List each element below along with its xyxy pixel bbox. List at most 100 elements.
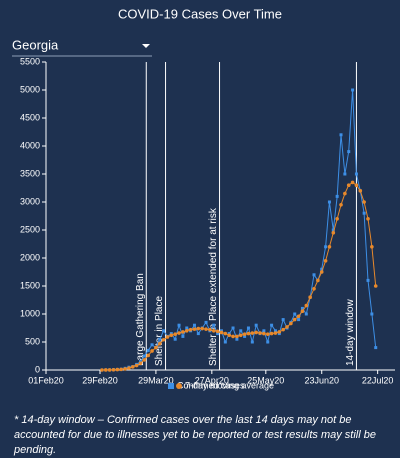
point	[277, 330, 282, 334]
legend-label: Confirmed cases	[177, 380, 245, 390]
point	[362, 200, 366, 204]
point	[246, 326, 250, 330]
point	[142, 358, 147, 362]
legend-swatch	[176, 383, 182, 389]
point	[335, 217, 339, 221]
point	[173, 337, 177, 341]
x-tick-label: 25May20	[247, 375, 284, 385]
point	[312, 273, 316, 277]
point	[265, 332, 270, 336]
point	[154, 345, 158, 350]
point	[354, 183, 359, 187]
point	[324, 245, 328, 249]
point	[331, 231, 336, 235]
point	[331, 228, 335, 232]
point	[242, 332, 247, 336]
y-tick-label: 4500	[20, 112, 40, 122]
point	[173, 332, 177, 336]
y-tick-label: 5500	[20, 56, 40, 66]
point	[162, 329, 166, 333]
point	[343, 191, 347, 196]
point	[243, 334, 247, 338]
y-tick-label: 2000	[20, 252, 40, 262]
point	[250, 340, 254, 344]
x-tick-label: 22Jul20	[362, 375, 394, 385]
event-label: Shelter in Place	[154, 296, 165, 366]
point	[231, 334, 235, 339]
point	[297, 318, 301, 322]
point	[150, 349, 154, 353]
point	[296, 314, 301, 319]
point	[192, 327, 197, 331]
point	[312, 287, 316, 291]
x-tick-label: 27Apr20	[195, 375, 229, 385]
x-tick-label: 29Mar20	[138, 375, 174, 385]
point	[111, 367, 116, 372]
point	[223, 340, 227, 344]
point	[185, 326, 189, 330]
point	[138, 361, 143, 366]
point	[281, 318, 285, 322]
x-tick-label: 01Feb20	[28, 375, 64, 385]
point	[165, 335, 170, 339]
point	[269, 331, 274, 336]
point	[196, 332, 200, 336]
point	[192, 323, 196, 327]
select-value[interactable]: Georgia	[12, 37, 59, 52]
point	[343, 172, 347, 176]
point	[319, 270, 324, 274]
point	[351, 88, 355, 92]
point	[292, 317, 297, 322]
point	[239, 329, 243, 333]
point	[169, 333, 174, 338]
point	[254, 330, 258, 335]
point	[366, 278, 370, 282]
point	[235, 334, 239, 339]
point	[347, 150, 351, 154]
legend-item: 7-day moving average	[176, 380, 274, 390]
point	[177, 331, 181, 335]
point	[320, 267, 324, 271]
point	[281, 327, 285, 332]
point	[208, 327, 212, 332]
point	[270, 323, 274, 327]
point	[273, 329, 277, 333]
point	[262, 329, 266, 333]
point	[188, 327, 193, 332]
point	[119, 367, 123, 372]
point	[293, 312, 297, 316]
point	[304, 303, 309, 308]
point	[254, 323, 258, 327]
point	[115, 367, 120, 372]
y-tick-label: 500	[25, 336, 40, 346]
point	[130, 365, 135, 369]
legend-item: Confirmed cases	[168, 380, 245, 390]
y-tick-label: 4000	[20, 140, 40, 150]
point	[227, 333, 231, 338]
y-tick-label: 0	[35, 364, 40, 374]
event-label: Large Gathering Ban	[135, 273, 146, 366]
point	[273, 331, 278, 335]
point	[250, 331, 255, 335]
point	[142, 354, 146, 358]
point	[362, 211, 366, 215]
point	[316, 278, 320, 283]
y-tick-label: 1000	[20, 308, 40, 318]
point	[204, 327, 208, 331]
select-arrow[interactable]	[142, 44, 150, 48]
event-label: Shelter in Place extended for at risk	[208, 207, 219, 366]
point	[223, 331, 228, 336]
point	[212, 323, 216, 327]
point	[370, 312, 374, 316]
point	[215, 329, 220, 334]
point	[350, 180, 355, 185]
point	[238, 333, 243, 338]
event-label: 14-day window	[345, 299, 356, 366]
region-select[interactable]: Georgia	[12, 37, 152, 57]
legend-swatch	[168, 383, 174, 389]
point	[370, 245, 374, 249]
y-tick-label: 2500	[20, 224, 40, 234]
point	[285, 325, 289, 329]
point	[374, 346, 378, 350]
point	[177, 323, 181, 327]
